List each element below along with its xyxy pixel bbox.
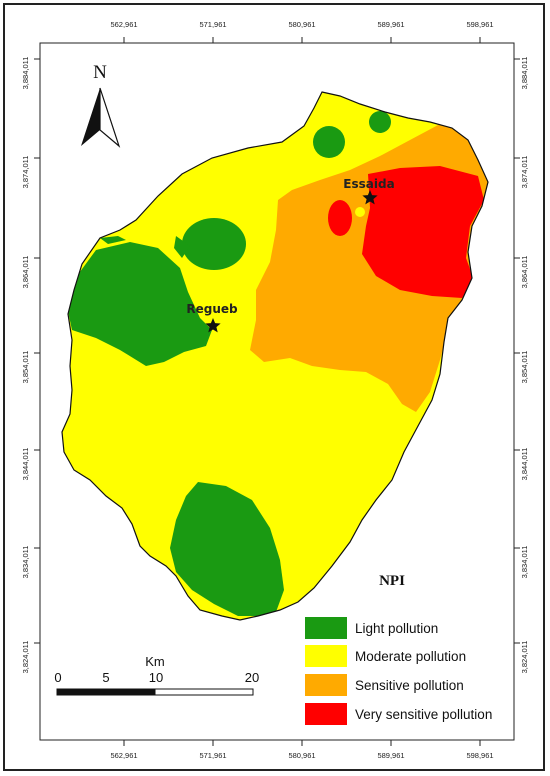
place-label: Regueb <box>186 302 238 316</box>
scale-unit: Km <box>145 654 165 669</box>
legend-label: Very sensitive pollution <box>355 707 492 722</box>
very-sensitive-pollution-zone <box>362 166 484 298</box>
scale-label: 10 <box>149 670 163 685</box>
y-tick-left-label: 3,854,011 <box>21 351 30 384</box>
y-tick-left-label: 3,874,011 <box>21 156 30 189</box>
north-arrow-icon: N <box>81 62 121 148</box>
x-tick-bottom-label: 598,961 <box>466 751 493 760</box>
scale-label: 0 <box>54 670 61 685</box>
x-tick-bottom-label: 589,961 <box>377 751 404 760</box>
y-tick-right-label: 3,874,011 <box>520 156 529 189</box>
x-tick-top-label: 580,961 <box>288 20 315 29</box>
x-tick-bottom-label: 562,961 <box>110 751 137 760</box>
y-tick-right-label: 3,834,011 <box>520 546 529 579</box>
moderate-pollution-patch <box>355 207 365 217</box>
y-tick-right-label: 3,854,011 <box>520 351 529 384</box>
light-pollution-patch <box>100 236 126 244</box>
legend-swatch-moderate <box>305 645 347 667</box>
legend-swatch-sensitive <box>305 674 347 696</box>
y-tick-left-label: 3,864,011 <box>21 256 30 289</box>
light-pollution-patch <box>174 236 190 258</box>
legend-label: Sensitive pollution <box>355 678 464 693</box>
x-tick-top-label: 598,961 <box>466 20 493 29</box>
legend-swatch-light <box>305 617 347 639</box>
legend: Light pollution Moderate pollution Sensi… <box>305 617 492 725</box>
light-pollution-zone <box>369 111 391 133</box>
map-neatline <box>39 42 515 741</box>
x-tick-bottom-label: 571,961 <box>199 751 226 760</box>
scale-bar: Km 0 5 10 20 <box>54 654 259 696</box>
north-label: N <box>93 62 107 83</box>
y-tick-right-label: 3,884,011 <box>520 57 529 90</box>
x-axis-bottom: 562,961 571,961 580,961 589,961 598,961 <box>110 740 494 760</box>
pollution-zones <box>62 92 488 620</box>
light-pollution-zone <box>66 242 212 366</box>
y-axis-left: 3,884,011 3,874,011 3,864,011 3,854,011 … <box>21 57 40 674</box>
light-pollution-zone <box>313 126 345 158</box>
scale-label: 5 <box>102 670 109 685</box>
x-tick-top-label: 562,961 <box>110 20 137 29</box>
map-label: NPI <box>379 573 405 589</box>
y-tick-left-label: 3,844,011 <box>21 448 30 481</box>
legend-label: Moderate pollution <box>355 649 466 664</box>
region-boundary <box>61 91 489 621</box>
very-sensitive-pollution-patch <box>328 200 352 236</box>
legend-label: Light pollution <box>355 621 438 636</box>
place-regueb: Regueb <box>186 302 238 333</box>
star-icon <box>362 190 378 205</box>
y-tick-right-label: 3,824,011 <box>520 641 529 674</box>
y-tick-left-label: 3,884,011 <box>21 57 30 90</box>
y-axis-right: 3,884,011 3,874,011 3,864,011 3,854,011 … <box>514 57 529 674</box>
star-icon <box>205 318 221 333</box>
x-axis-top: 562,961 571,961 580,961 589,961 598,961 <box>110 20 494 43</box>
scale-label: 20 <box>245 670 259 685</box>
y-tick-right-label: 3,844,011 <box>520 448 529 481</box>
y-tick-left-label: 3,824,011 <box>21 641 30 674</box>
legend-swatch-very-sensitive <box>305 703 347 725</box>
x-tick-top-label: 589,961 <box>377 20 404 29</box>
light-pollution-zone <box>170 482 284 616</box>
x-tick-bottom-label: 580,961 <box>288 751 315 760</box>
x-tick-top-label: 571,961 <box>199 20 226 29</box>
y-tick-left-label: 3,834,011 <box>21 546 30 579</box>
place-essaida: Essaida <box>343 177 395 205</box>
place-label: Essaida <box>343 177 394 191</box>
y-tick-right-label: 3,864,011 <box>520 256 529 289</box>
light-pollution-zone <box>182 218 246 270</box>
